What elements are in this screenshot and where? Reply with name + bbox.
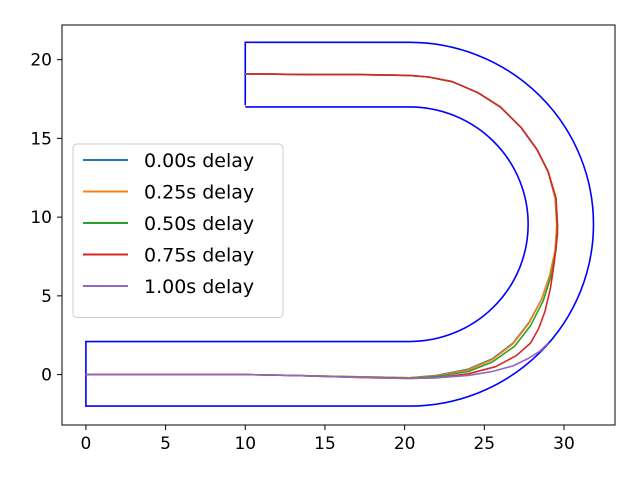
- series-line-4: [85, 342, 549, 380]
- y-tick-label: 15: [30, 129, 52, 149]
- legend-label-0: 0.00s delay: [144, 150, 254, 172]
- y-tick-label: 0: [41, 366, 52, 386]
- legend-label-4: 1.00s delay: [144, 276, 254, 298]
- series-group: [85, 73, 559, 380]
- x-axis-ticks: 0 5 10 15 20 25 30: [80, 425, 575, 454]
- legend-label-2: 0.50s delay: [144, 213, 254, 235]
- track-boundary: [85, 41, 594, 407]
- legend-label-1: 0.25s delay: [144, 182, 254, 204]
- y-tick-label: 5: [41, 287, 52, 307]
- y-axis-ticks: 0 5 10 15 20: [30, 51, 62, 386]
- x-tick-label: 30: [553, 434, 575, 454]
- y-tick-label: 20: [30, 51, 52, 71]
- plot-area: [85, 41, 594, 407]
- x-tick-label: 5: [160, 434, 171, 454]
- y-tick-label: 10: [30, 208, 52, 228]
- x-tick-label: 0: [80, 434, 91, 454]
- x-tick-label: 25: [473, 434, 495, 454]
- x-tick-label: 20: [394, 434, 416, 454]
- x-tick-label: 15: [314, 434, 336, 454]
- legend: 0.00s delay 0.25s delay 0.50s delay 0.75s d…: [72, 143, 284, 318]
- legend-label-3: 0.75s delay: [144, 245, 254, 267]
- legend-box: [72, 143, 284, 318]
- x-tick-label: 10: [234, 434, 256, 454]
- axes-frame: [61, 24, 616, 426]
